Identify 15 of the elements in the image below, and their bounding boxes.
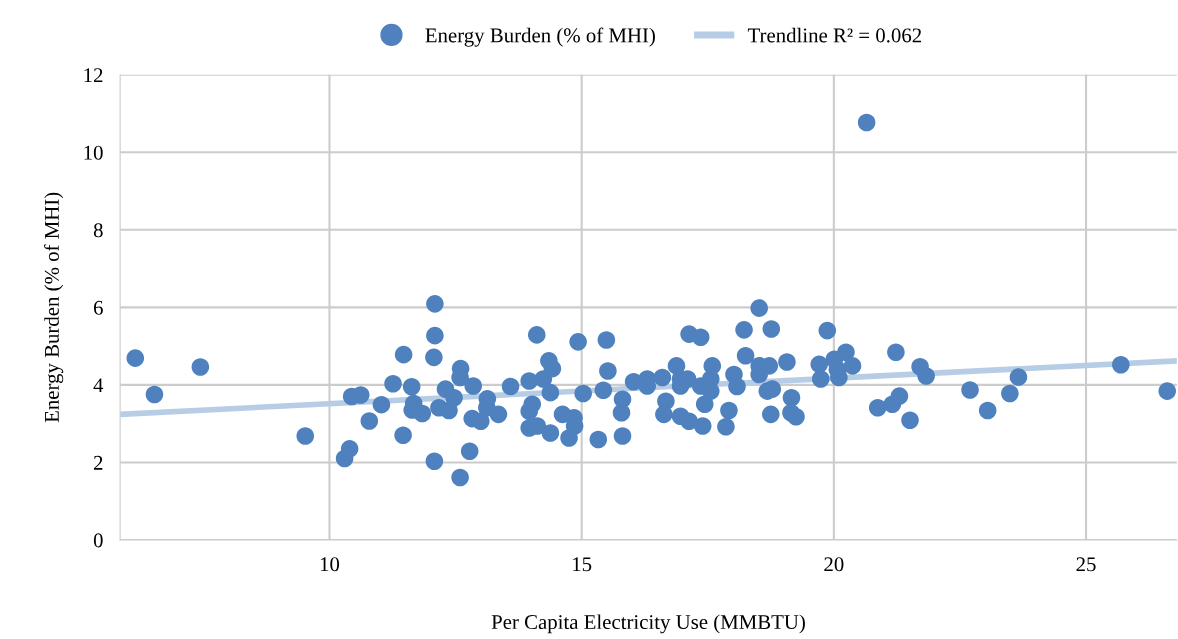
legend-label: Energy Burden (% of MHI) [425,27,655,47]
legend-label: Trendline R² = 0.062 [747,27,922,43]
x-tick-label: 10 [320,557,340,572]
x-axis-title: Per Capita Electricity Use (MMBTU) [491,614,805,634]
y-tick-label: 10 [84,145,103,160]
y-tick-label: 2 [93,455,103,470]
x-tick-label: 25 [1076,557,1096,572]
x-tick-label: 15 [573,557,592,572]
y-tick-label: 8 [93,223,103,238]
y-tick-label: 0 [93,533,103,548]
y-axis-title: Energy Burden (% of MHI) [44,192,64,423]
y-tick-label: 4 [93,378,104,393]
y-tick-label: 6 [93,300,103,315]
y-tick-label: 12 [84,68,103,82]
x-tick-label: 20 [824,557,844,572]
